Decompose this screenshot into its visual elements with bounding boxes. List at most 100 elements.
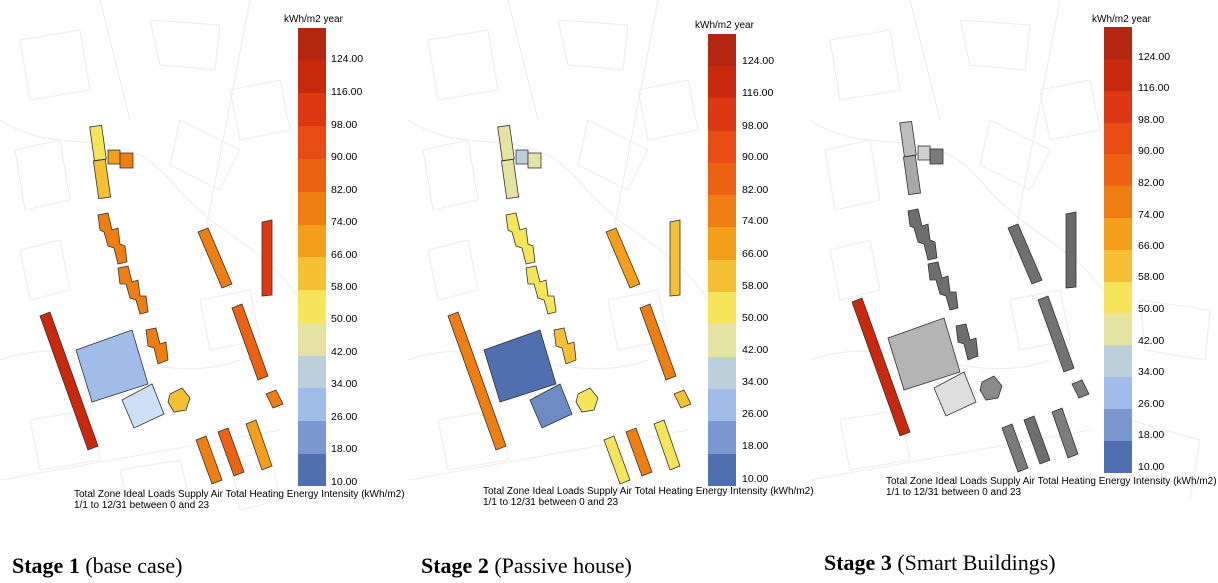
legend-unit: kWh/m2 year bbox=[695, 20, 754, 31]
legend-tick: 74.00 bbox=[1138, 209, 1165, 221]
building bbox=[899, 120, 917, 158]
building bbox=[515, 149, 529, 165]
stage-number: Stage 1 bbox=[12, 553, 80, 578]
building bbox=[887, 317, 961, 391]
legend-unit: kWh/m2 year bbox=[1092, 14, 1151, 25]
legend-swatch bbox=[708, 66, 736, 98]
color-legend bbox=[1104, 27, 1132, 473]
legend-swatch bbox=[1104, 186, 1132, 218]
building bbox=[1007, 223, 1043, 285]
building bbox=[1065, 211, 1077, 289]
building bbox=[497, 124, 515, 162]
building bbox=[107, 149, 121, 165]
stage-number: Stage 2 bbox=[421, 553, 489, 578]
building bbox=[39, 311, 99, 451]
legend-swatch bbox=[1104, 282, 1132, 314]
building bbox=[575, 387, 599, 413]
legend-swatch bbox=[708, 260, 736, 292]
legend-swatch bbox=[298, 257, 326, 290]
legend-swatch bbox=[1104, 123, 1132, 154]
legend-tick: 42.00 bbox=[331, 346, 358, 358]
legend-swatch bbox=[298, 421, 326, 454]
legend-swatch bbox=[708, 131, 736, 163]
legend-tick: 10.00 bbox=[331, 476, 358, 488]
legend-tick: 98.00 bbox=[1138, 114, 1165, 126]
legend-tick: 26.00 bbox=[331, 411, 358, 423]
legend-swatch bbox=[708, 163, 736, 195]
building bbox=[145, 327, 169, 365]
legend-tick: 82.00 bbox=[1138, 177, 1165, 189]
building bbox=[97, 212, 128, 265]
building bbox=[1023, 415, 1051, 465]
building bbox=[1037, 295, 1075, 373]
building bbox=[673, 389, 692, 409]
legend-tick: 10.00 bbox=[742, 473, 769, 485]
building bbox=[245, 419, 273, 471]
building bbox=[927, 261, 959, 311]
legend-tick: 18.00 bbox=[742, 440, 769, 452]
legend-swatch bbox=[1104, 409, 1132, 441]
building bbox=[217, 427, 245, 477]
legend-tick: 58.00 bbox=[742, 280, 769, 292]
legend-swatch bbox=[298, 323, 326, 356]
building bbox=[625, 427, 653, 477]
legend-swatch bbox=[1104, 345, 1132, 377]
legend-tick: 90.00 bbox=[331, 151, 358, 163]
legend-tick: 34.00 bbox=[331, 378, 358, 390]
legend-tick: 124.00 bbox=[742, 55, 775, 67]
legend-swatch bbox=[1104, 27, 1132, 59]
legend-swatch bbox=[298, 159, 326, 192]
legend-tick: 116.00 bbox=[1138, 82, 1170, 94]
legend-tick: 42.00 bbox=[1138, 335, 1165, 347]
building bbox=[1071, 379, 1090, 399]
legend-swatch bbox=[1104, 91, 1132, 123]
legend-tick: 90.00 bbox=[1138, 145, 1165, 157]
legend-tick: 90.00 bbox=[742, 151, 769, 163]
building bbox=[119, 152, 134, 169]
legend-swatch bbox=[708, 227, 736, 260]
legend-tick: 34.00 bbox=[742, 376, 769, 388]
building bbox=[197, 227, 233, 289]
legend-tick: 116.00 bbox=[331, 86, 363, 98]
legend-swatch bbox=[1104, 314, 1132, 345]
stage-1-site-map bbox=[0, 0, 301, 511]
legend-swatch bbox=[298, 60, 326, 93]
caption-line-2: 1/1 to 12/31 between 0 and 23 bbox=[886, 487, 1022, 498]
building bbox=[639, 303, 677, 381]
caption-line-1: Total Zone Ideal Loads Supply Air Total … bbox=[483, 486, 814, 497]
legend-swatch bbox=[298, 356, 326, 388]
legend-tick: 34.00 bbox=[1138, 366, 1165, 378]
legend-swatch bbox=[708, 324, 736, 357]
caption-line-1: Total Zone Ideal Loads Supply Air Total … bbox=[886, 476, 1217, 487]
building bbox=[167, 387, 191, 413]
legend-swatch bbox=[708, 389, 736, 421]
legend-swatch bbox=[1104, 59, 1132, 91]
building bbox=[605, 227, 641, 289]
building bbox=[929, 148, 944, 165]
legend-swatch bbox=[708, 195, 736, 227]
legend-tick: 98.00 bbox=[742, 120, 769, 132]
stage-1-panel: kWh/m2 year 124.00 116.00 98.00 90.00 82… bbox=[0, 0, 405, 583]
legend-swatch bbox=[298, 126, 326, 159]
stage-3-site-map bbox=[810, 0, 1211, 501]
legend-swatch bbox=[298, 192, 326, 225]
caption-line-2: 1/1 to 12/31 between 0 and 23 bbox=[483, 497, 619, 508]
building bbox=[447, 311, 507, 451]
building bbox=[117, 265, 149, 315]
legend-tick: 58.00 bbox=[331, 281, 358, 293]
building bbox=[603, 435, 631, 485]
legend-swatch bbox=[708, 292, 736, 324]
stage-2-site-map bbox=[408, 0, 709, 485]
building bbox=[92, 158, 112, 200]
building bbox=[653, 419, 681, 471]
color-legend bbox=[298, 28, 326, 486]
caption-line-2: 1/1 to 12/31 between 0 and 23 bbox=[74, 500, 210, 511]
legend-swatch bbox=[1104, 154, 1132, 186]
legend-tick: 82.00 bbox=[331, 184, 358, 196]
building bbox=[669, 219, 681, 297]
building bbox=[75, 329, 149, 403]
legend-tick: 26.00 bbox=[1138, 398, 1165, 410]
building bbox=[505, 212, 536, 265]
building bbox=[917, 145, 931, 161]
building bbox=[1001, 423, 1029, 473]
